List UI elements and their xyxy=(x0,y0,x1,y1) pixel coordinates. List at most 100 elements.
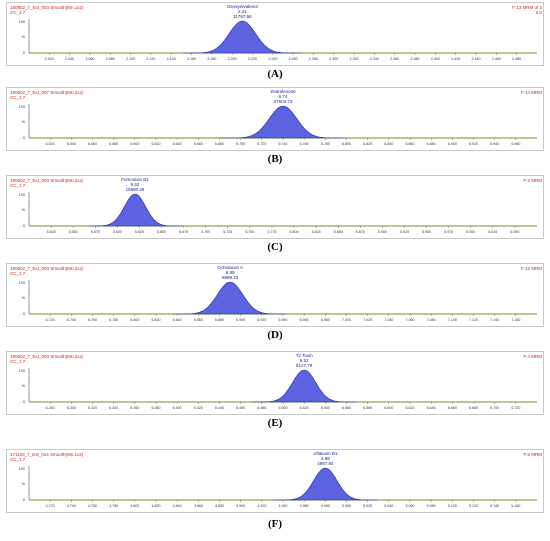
x-tick-label: 6.580 xyxy=(109,142,118,146)
y-percent-label: % xyxy=(22,208,26,212)
peak-area-value: 11797.66 xyxy=(233,14,252,19)
x-tick-label: 5.975 xyxy=(444,230,453,234)
file-label: 180502_7_Ext_007 Smooth(Mn,1x2) xyxy=(10,90,84,95)
x-tick-label: 2.040 xyxy=(65,57,74,61)
x-tick-label: 2.380 xyxy=(411,57,420,61)
chromatogram-svg-e: 180502_7_Ext_003 Smooth(Mn,1x2)CC_1.7 F:4… xyxy=(10,353,542,410)
x-tick-label: 6.700 xyxy=(236,142,245,146)
x-tick-label: 6.680 xyxy=(215,142,224,146)
x-tick-label: 6.360 xyxy=(130,406,139,410)
x-tick-label: 5.675 xyxy=(179,230,188,234)
trace-label: F:13 MRM of 2 xyxy=(512,5,542,10)
x-tick-label: 6.300 xyxy=(67,406,76,410)
x-tick-label: 6.920 xyxy=(257,318,266,322)
x-tick-label: 7.140 xyxy=(490,318,499,322)
x-tick-label: 6.860 xyxy=(406,142,415,146)
x-tick-label: 2.300 xyxy=(329,57,338,61)
x-tick-label: 6.340 xyxy=(109,406,118,410)
x-tick-label: 6.640 xyxy=(427,406,436,410)
peak-area-value: 47503.73 xyxy=(274,99,293,104)
trace-label: F:2 MRM xyxy=(524,178,543,183)
x-tick-label: 2.180 xyxy=(207,57,216,61)
x-tick-label: 5.160 xyxy=(511,504,520,508)
x-tick-label: 4.860 xyxy=(194,504,203,508)
chromatogram-panel-c: 180502_7_Ext_003 Smooth(Mn,1x2) CC_1.7 F:2… xyxy=(6,175,544,239)
caption-d: (D) xyxy=(267,329,283,341)
file-label: 171103_7_Ext_014 Smooth(Mn,1x2) xyxy=(10,452,84,457)
peak-name: Ochratoxin A xyxy=(217,265,243,270)
x-tick-label: 6.780 xyxy=(321,142,330,146)
peak-rt: 4.98 xyxy=(321,456,330,461)
x-tick-label: 7.160 xyxy=(511,318,520,322)
file-label: 180502_7_Ext_003 Smooth(Mn,1x2) xyxy=(10,266,84,271)
chromatogram-panel-b: 180502_7_Ext_007 Smooth(Mn,1x2) CC_1.7 F:1… xyxy=(6,87,544,151)
chromatogram-panel-e: 180502_7_Ext_003 Smooth(Mn,1x2) CC_1.7 F:4… xyxy=(6,351,544,415)
x-tick-label: 6.960 xyxy=(511,142,520,146)
x-tick-label: 5.825 xyxy=(312,230,321,234)
x-tick-label: 5.750 xyxy=(245,230,254,234)
peak-area xyxy=(182,20,302,54)
x-tick-label: 5.020 xyxy=(363,504,372,508)
x-tick-label: 2.440 xyxy=(472,57,481,61)
caption-c: (C) xyxy=(267,241,283,253)
x-tick-label: 6.720 xyxy=(46,318,55,322)
x-tick-label: 6.600 xyxy=(130,142,139,146)
x-tick-label: 4.840 xyxy=(173,504,182,508)
x-tick-label: 6.280 xyxy=(46,406,55,410)
x-tick-label: 6.640 xyxy=(173,142,182,146)
chromatogram-panel-f: 171103_7_Ext_014 Smooth(Mn,1x2) CC_1.7 F:6… xyxy=(6,449,544,513)
y-top-label: 100 xyxy=(19,369,25,373)
peak-area xyxy=(172,281,288,315)
peak-area xyxy=(251,369,357,403)
trace-label-sub: 2.0 xyxy=(536,10,543,15)
x-tick-label: 2.460 xyxy=(492,57,501,61)
x-tick-label: 2.020 xyxy=(45,57,54,61)
peak-area xyxy=(221,105,345,139)
x-tick-label: 6.500 xyxy=(279,406,288,410)
chromatogram-panel-d: 180502_7_Ext_003 Smooth(Mn,1x2) CC_1.7 F:1… xyxy=(6,263,544,327)
x-tick-label: 6.800 xyxy=(130,318,139,322)
x-tick-label: 2.320 xyxy=(350,57,359,61)
trace-label: F:6 MRM xyxy=(524,452,543,457)
file-label: 180502_7_Ext_003 Smooth(Mn,1x2) xyxy=(10,5,84,10)
x-tick-label: 4.900 xyxy=(236,504,245,508)
x-tick-label: 6.900 xyxy=(448,142,457,146)
x-tick-label: 6.660 xyxy=(194,142,203,146)
peak-name: Fumonisin B1 xyxy=(121,177,149,182)
y-top-label: 100 xyxy=(19,20,25,24)
x-tick-label: 5.550 xyxy=(69,230,78,234)
y-zero-label: 0 xyxy=(23,498,25,502)
x-tick-label: 6.760 xyxy=(88,318,97,322)
x-tick-label: 6.400 xyxy=(173,406,182,410)
file-label-sub: CC_1.7 xyxy=(10,183,26,188)
x-tick-label: 4.820 xyxy=(152,504,161,508)
x-tick-label: 6.600 xyxy=(384,406,393,410)
x-tick-label: 5.000 xyxy=(342,504,351,508)
x-tick-label: 4.960 xyxy=(300,504,309,508)
x-tick-label: 5.650 xyxy=(157,230,166,234)
x-tick-label: 4.760 xyxy=(88,504,97,508)
y-top-label: 100 xyxy=(19,105,25,109)
chromatogram-svg-b: 180502_7_Ext_007 Smooth(Mn,1x2)CC_1.7 F:1… xyxy=(10,89,542,146)
x-tick-label: 7.080 xyxy=(427,318,436,322)
x-tick-label: 4.780 xyxy=(109,504,118,508)
x-tick-label: 2.140 xyxy=(167,57,176,61)
x-tick-label: 6.050 xyxy=(510,230,519,234)
x-tick-label: 5.600 xyxy=(113,230,122,234)
x-tick-label: 5.060 xyxy=(406,504,415,508)
x-tick-label: 5.700 xyxy=(201,230,210,234)
x-tick-label: 5.080 xyxy=(427,504,436,508)
y-zero-label: 0 xyxy=(23,51,25,55)
chromatogram-svg-f: 171103_7_Ext_014 Smooth(Mn,1x2)CC_1.7 F:6… xyxy=(10,451,543,508)
chromatogram-svg-a: 180502_7_Ext_003 Smooth(Mn,1x2)CC_1.7 F:1… xyxy=(10,4,543,61)
x-tick-label: 6.660 xyxy=(448,406,457,410)
y-zero-label: 0 xyxy=(23,400,25,404)
x-tick-label: 4.920 xyxy=(257,504,266,508)
x-tick-label: 6.540 xyxy=(321,406,330,410)
peak-rt: 6.89 xyxy=(226,270,235,275)
x-tick-label: 6.740 xyxy=(279,142,288,146)
file-label-sub: CC_1.7 xyxy=(10,95,26,100)
x-tick-label: 4.880 xyxy=(215,504,224,508)
x-tick-label: 5.525 xyxy=(47,230,56,234)
x-tick-label: 6.980 xyxy=(321,318,330,322)
